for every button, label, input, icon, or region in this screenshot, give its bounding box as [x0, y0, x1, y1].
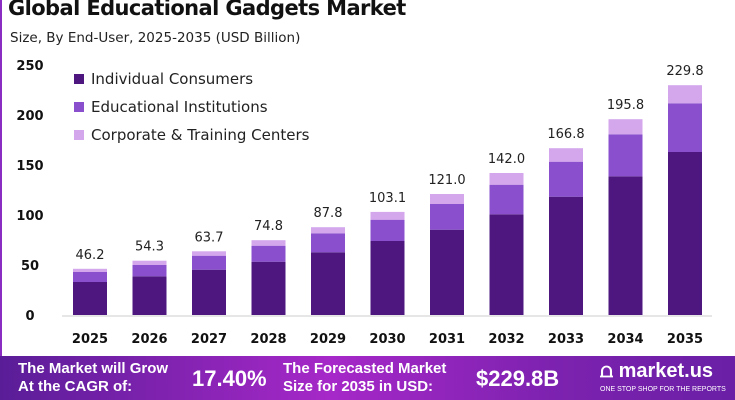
forecast-label-line-1: The Forecasted Market — [283, 360, 447, 377]
x-tick-label: 2026 — [131, 332, 167, 347]
bar-segment-2028-0 — [251, 261, 286, 315]
bar-segment-2032-1 — [489, 184, 524, 215]
bar-segment-2027-2 — [192, 251, 226, 256]
legend-swatch-1 — [74, 102, 84, 112]
y-tick-label: 50 — [21, 259, 39, 274]
bar-segment-2031-1 — [430, 204, 464, 230]
x-tick-label: 2028 — [250, 332, 286, 347]
chart-subtitle: Size, By End-User, 2025-2035 (USD Billio… — [10, 30, 301, 46]
bar-segment-2027-1 — [192, 255, 226, 270]
bar-segment-2026-2 — [132, 260, 167, 265]
bar-segment-2030-2 — [370, 211, 405, 220]
cagr-label: The Market will Grow At the CAGR of: — [18, 360, 168, 396]
bar-segment-2025-0 — [73, 282, 107, 315]
bar-segment-2034-2 — [608, 119, 643, 135]
total-label: 166.8 — [547, 127, 584, 142]
bar-segment-2031-0 — [430, 229, 464, 315]
bar-segment-2034-0 — [608, 176, 643, 315]
bar-segment-2029-1 — [311, 233, 345, 253]
total-label: 142.0 — [488, 152, 525, 167]
legend-swatch-2 — [74, 130, 84, 140]
stacked-bar-chart: 0 50 100 150 200 250 46.2 2025 54.3 2026 63.7 2027 7… — [16, 59, 712, 347]
x-tick-label: 2031 — [429, 332, 465, 347]
x-tick-label: 2027 — [191, 332, 227, 347]
x-tick-label: 2033 — [548, 332, 584, 347]
logo-text: market.us — [618, 360, 714, 382]
y-tick-label: 0 — [25, 309, 34, 324]
forecast-label: The Forecasted Market Size for 2035 in US… — [283, 360, 446, 396]
total-label: 195.8 — [607, 98, 644, 113]
bar-segment-2029-2 — [311, 227, 345, 234]
total-label: 63.7 — [195, 230, 224, 245]
bar-segment-2030-1 — [370, 219, 405, 241]
bar-segment-2033-0 — [549, 196, 583, 315]
cagr-label-line-2: At the CAGR of: — [18, 378, 133, 395]
chart-title: Global Educational Gadgets Market — [8, 0, 406, 20]
y-tick-label: 250 — [16, 59, 43, 74]
bar-segment-2028-2 — [251, 240, 286, 246]
total-label: 54.3 — [135, 240, 164, 255]
total-label: 74.8 — [254, 219, 283, 234]
y-tick-label: 100 — [16, 209, 43, 224]
bar-segment-2025-2 — [73, 268, 107, 272]
legend-label: Corporate & Training Centers — [91, 126, 310, 144]
total-label: 229.8 — [666, 64, 703, 79]
bar-segment-2030-0 — [370, 241, 405, 315]
bar-segment-2025-1 — [73, 272, 107, 282]
bar-segment-2028-1 — [251, 245, 286, 262]
x-tick-label: 2025 — [72, 332, 108, 347]
bar-segment-2027-0 — [192, 269, 226, 315]
bar-segment-2031-2 — [430, 194, 464, 204]
market-us-logo: ⩍ market.us — [600, 360, 713, 382]
x-tick-label: 2035 — [667, 332, 703, 347]
bar-segment-2033-2 — [549, 148, 583, 162]
x-tick-label: 2030 — [369, 332, 405, 347]
bar-segment-2026-1 — [132, 265, 167, 277]
y-tick-label: 150 — [16, 159, 43, 174]
y-tick-label: 200 — [16, 109, 43, 124]
bar-segment-2035-1 — [668, 103, 702, 152]
chart-frame — [0, 0, 2, 356]
summary-banner: The Market will Grow At the CAGR of: 17.4… — [0, 356, 735, 400]
bar-segment-2032-2 — [489, 173, 524, 185]
bar-segment-2029-0 — [311, 252, 345, 315]
forecast-label-line-2: Size for 2035 in USD: — [283, 378, 434, 395]
x-tick-label: 2034 — [607, 332, 643, 347]
bar-segment-2035-2 — [668, 85, 702, 104]
legend-label: Educational Institutions — [91, 98, 268, 116]
x-tick-label: 2029 — [310, 332, 346, 347]
logo-tagline: ONE STOP SHOP FOR THE REPORTS — [600, 386, 726, 393]
bar-segment-2033-1 — [549, 161, 583, 197]
total-label: 103.1 — [369, 191, 406, 206]
x-tick-label: 2032 — [488, 332, 524, 347]
bar-segment-2035-0 — [668, 152, 702, 315]
forecast-value: $229.8B — [476, 366, 560, 391]
total-label: 87.8 — [314, 206, 343, 221]
cagr-value: 17.40% — [192, 366, 267, 391]
bar-segment-2032-0 — [489, 214, 524, 315]
legend-swatch-0 — [74, 74, 84, 84]
legend-label: Individual Consumers — [91, 70, 253, 88]
bar-segment-2034-1 — [608, 134, 643, 177]
logo-mark-icon: ⩍ — [600, 360, 613, 382]
bar-segment-2026-0 — [132, 276, 167, 315]
total-label: 121.0 — [428, 173, 465, 188]
cagr-label-line-1: The Market will Grow — [18, 360, 169, 377]
total-label: 46.2 — [76, 248, 105, 263]
